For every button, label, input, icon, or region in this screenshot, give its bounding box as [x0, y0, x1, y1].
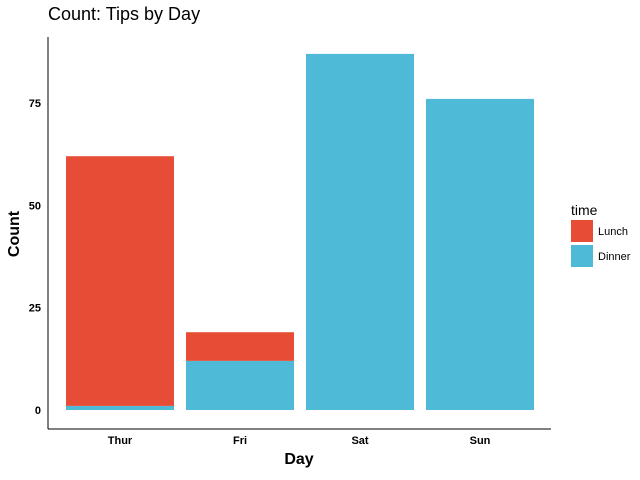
y-tick-label: 50: [29, 200, 41, 212]
chart-title: Count: Tips by Day: [48, 4, 200, 24]
legend: time Lunch Dinner: [571, 202, 631, 267]
bar-thur-dinner: [66, 405, 174, 410]
legend-swatch-lunch: [571, 220, 593, 242]
x-tick-label: Thur: [108, 435, 133, 447]
bar-sat-dinner: [306, 53, 414, 410]
x-ticks-group: Thur Fri Sat Sun: [108, 435, 491, 447]
legend-label-lunch: Lunch: [598, 226, 628, 238]
y-axis-title: Count: [6, 210, 23, 257]
bar-fri-dinner: [186, 360, 294, 410]
bars-group: [66, 53, 534, 410]
x-tick-label: Sat: [351, 435, 368, 447]
axes-group: [47, 37, 551, 430]
y-ticks-group: 0 25 50 75: [29, 98, 41, 417]
x-tick-label: Sun: [470, 435, 491, 447]
y-tick-label: 75: [29, 98, 41, 110]
x-axis-title: Day: [284, 451, 313, 468]
y-tick-label: 0: [35, 405, 41, 417]
bar-fri-lunch: [186, 332, 294, 361]
y-tick-label: 25: [29, 303, 41, 315]
bar-sun-dinner: [426, 98, 534, 410]
legend-title: time: [571, 202, 598, 218]
legend-swatch-dinner: [571, 245, 593, 267]
bar-thur-lunch: [66, 156, 174, 406]
legend-label-dinner: Dinner: [598, 251, 631, 263]
x-tick-label: Fri: [233, 435, 247, 447]
